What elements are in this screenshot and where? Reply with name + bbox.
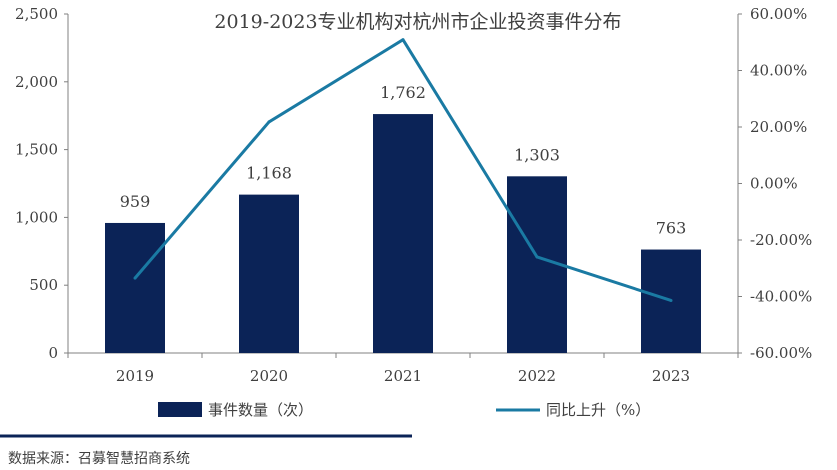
- bar: [373, 114, 433, 353]
- bar-data-label: 1,303: [514, 145, 560, 164]
- bar-data-label: 959: [120, 192, 151, 211]
- chart-title: 2019-2023专业机构对杭州市企业投资事件分布: [214, 11, 621, 33]
- bar-data-label: 763: [656, 219, 687, 238]
- line-point: [267, 120, 271, 124]
- legend-line-label: 同比上升（%）: [546, 401, 650, 419]
- right-axis: -60.00% -40.00% -20.00% 0.00% 20.00% 40.00% 60…: [737, 5, 812, 362]
- right-axis-tick-label: 60.00%: [750, 5, 807, 23]
- right-axis-tick-label: 40.00%: [750, 62, 807, 80]
- right-axis-tick-label: -60.00%: [750, 344, 812, 362]
- x-axis-tick-label: 2023: [652, 367, 690, 385]
- right-axis-tick-label: 20.00%: [750, 118, 807, 136]
- right-axis-tick-label: -40.00%: [750, 288, 812, 306]
- left-axis-tick-label: 500: [29, 276, 58, 294]
- bar-data-label: 1,762: [380, 83, 426, 102]
- x-axis-tick-label: 2021: [384, 367, 422, 385]
- x-axis-tick-label: 2020: [250, 367, 288, 385]
- bar-series: 959 1,168 1,762 1,303 763: [105, 83, 701, 353]
- line-point: [401, 38, 405, 42]
- line-point: [535, 255, 539, 259]
- right-axis-tick-label: 0.00%: [750, 175, 798, 193]
- left-axis-tick-label: 0: [48, 344, 58, 362]
- bar: [239, 194, 299, 353]
- left-axis-tick-label: 1,500: [15, 141, 58, 159]
- left-axis-tick-label: 2,000: [15, 73, 58, 91]
- legend-bar-label: 事件数量（次）: [208, 401, 313, 419]
- legend: 事件数量（次） 同比上升（%）: [158, 401, 650, 419]
- line-point: [669, 298, 673, 302]
- right-axis-tick-label: -20.00%: [750, 231, 812, 249]
- bar: [105, 222, 165, 353]
- legend-bar-swatch: [158, 402, 202, 417]
- x-axis: 2019 2020 2021 2022 2023: [67, 352, 739, 385]
- x-axis-tick-label: 2019: [116, 367, 154, 385]
- line-series: [133, 38, 673, 302]
- line-point: [133, 276, 137, 280]
- left-axis-tick-label: 1,000: [15, 208, 58, 226]
- x-axis-tick-label: 2022: [518, 367, 556, 385]
- bar-data-label: 1,168: [246, 164, 292, 183]
- left-axis-tick-label: 2,500: [15, 5, 58, 23]
- source-note: 数据来源：召募智慧招商系统: [8, 451, 190, 467]
- left-axis: 0 500 1,000 1,500 2,000 2,500: [15, 5, 69, 362]
